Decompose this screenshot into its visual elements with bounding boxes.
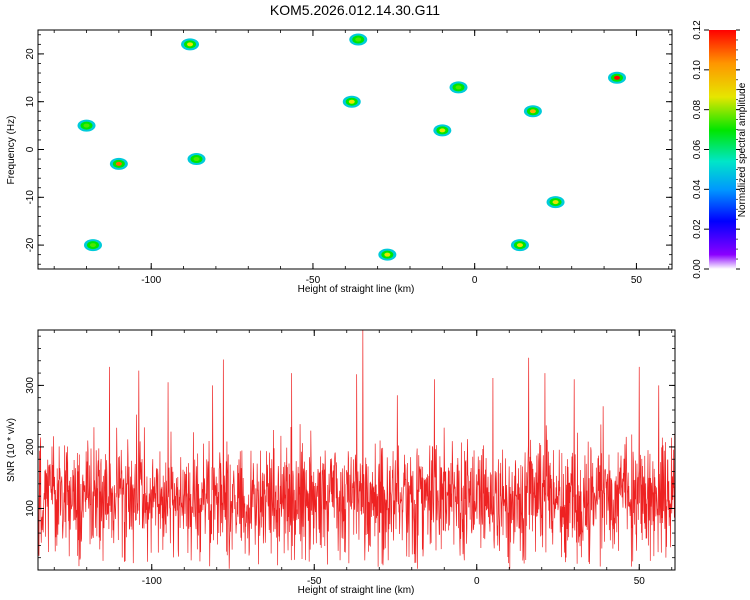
colorbar-tick-label: 0.06 <box>692 139 703 159</box>
heatmap-peak <box>181 38 200 51</box>
x-tick-label: 50 <box>631 275 643 286</box>
heatmap-peak <box>83 239 102 252</box>
x-tick-label: -100 <box>141 275 161 286</box>
colorbar-tick-label: 0.12 <box>692 20 703 40</box>
snr-y-axis-label: SNR (10 * v/v) <box>6 418 17 482</box>
colorbar-tick-label: 0.04 <box>692 179 703 199</box>
x-tick-label: -50 <box>307 576 322 587</box>
heatmap-peak-ring <box>348 99 355 104</box>
heatmap-peak-ring <box>614 75 621 80</box>
x-tick-label: 0 <box>472 275 478 286</box>
heatmap-peak <box>349 33 368 46</box>
colorbar-tick-label: 0.08 <box>692 99 703 119</box>
y-tick-label: 10 <box>25 96 36 108</box>
snr-y-ticks: 100 200 300 <box>25 335 675 571</box>
heatmap-peak-ring <box>193 157 200 162</box>
heatmap-peak <box>449 81 468 94</box>
y-tick-label: 20 <box>25 48 36 60</box>
heatmap-peak-ring <box>384 252 391 257</box>
y-tick-label: 300 <box>25 377 36 394</box>
heatmap-peak-ring <box>455 85 462 90</box>
heatmap-peak <box>187 153 206 166</box>
heatmap-peak <box>523 105 542 118</box>
colorbar-tick-label: 0.02 <box>692 219 703 239</box>
colorbar-ticks: 0.00 0.02 0.04 0.06 0.08 0.10 0.12 <box>692 20 740 279</box>
heatmap-peak-ring <box>83 123 90 128</box>
y-tick-label: 200 <box>25 438 36 455</box>
snr-panel: -100 -50 0 50 100 200 300 Height of straight … <box>6 329 676 596</box>
heatmap-peaks <box>77 33 627 261</box>
heatmap-peak-ring <box>439 128 446 133</box>
y-tick-label: 0 <box>25 146 36 152</box>
heatmap-field <box>38 30 672 269</box>
heatmap-peak <box>342 95 361 108</box>
snr-series-line <box>38 330 675 569</box>
colorbar-tick-label: 0.00 <box>692 259 703 279</box>
heatmap-x-axis-label: Height of straight line (km) <box>298 284 415 295</box>
heatmap-peak <box>433 124 452 137</box>
snr-x-ticks: -100 -50 0 50 <box>53 330 673 587</box>
chart-title: KOM5.2026.012.14.30.G11 <box>270 2 440 18</box>
colorbar-tick-label: 0.10 <box>692 60 703 80</box>
y-tick-label: 100 <box>25 500 36 517</box>
heatmap-y-axis-label: Frequency (Hz) <box>6 116 17 185</box>
heatmap-peak <box>77 119 96 132</box>
heatmap-peak-ring <box>529 109 536 114</box>
heatmap-peak <box>378 248 397 261</box>
y-tick-label: -10 <box>25 190 36 205</box>
heatmap-peak <box>608 71 627 84</box>
y-tick-label: -20 <box>25 237 36 252</box>
heatmap-peak-ring <box>355 37 362 42</box>
heatmap-peak-ring <box>516 243 523 248</box>
heatmap-y-ticks: -20 -10 0 10 20 <box>25 34 672 265</box>
heatmap-x-ticks: -100 -50 0 50 <box>53 30 670 286</box>
colorbar-gradient <box>709 30 736 269</box>
heatmap-peak <box>510 239 529 252</box>
snr-frame <box>37 329 676 571</box>
heatmap-peak-ring <box>115 161 122 166</box>
heatmap-peak <box>109 157 128 170</box>
x-tick-label: 50 <box>634 576 646 587</box>
heatmap-peak <box>546 196 565 209</box>
heatmap-peak-ring <box>552 200 559 205</box>
colorbar: 0.00 0.02 0.04 0.06 0.08 0.10 0.12 Normalized … <box>692 20 748 279</box>
x-tick-label: 0 <box>474 576 480 587</box>
x-tick-label: -50 <box>306 275 321 286</box>
heatmap-peak-ring <box>89 243 96 248</box>
x-tick-label: -100 <box>142 576 162 587</box>
colorbar-label: Normalized spectral amplitude <box>737 82 748 217</box>
snr-x-axis-label: Height of straight line (km) <box>298 585 415 596</box>
heatmap-peak-ring <box>187 42 194 47</box>
